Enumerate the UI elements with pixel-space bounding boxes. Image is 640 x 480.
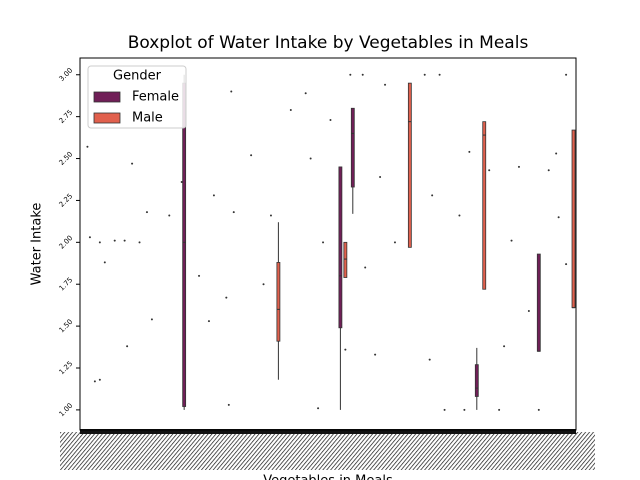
box — [343, 241, 348, 278]
outlier-point — [428, 358, 431, 361]
outlier-point — [557, 216, 560, 219]
box — [276, 262, 281, 342]
outlier-point — [198, 274, 201, 277]
outlier-point — [384, 83, 387, 86]
outlier-point — [498, 408, 501, 411]
outlier-point — [349, 73, 352, 76]
outlier-point — [168, 214, 171, 217]
outlier-point — [230, 90, 233, 93]
legend-swatch — [93, 112, 121, 124]
outlier-point — [458, 214, 461, 217]
outlier-point — [344, 348, 347, 351]
outlier-point — [374, 353, 377, 356]
outlier-point — [269, 214, 272, 217]
outlier-point — [361, 73, 364, 76]
legend-label: Male — [132, 111, 163, 126]
outlier-point — [463, 408, 466, 411]
outlier-point — [517, 165, 520, 168]
outlier-point — [322, 241, 325, 244]
outlier-point — [537, 408, 540, 411]
outlier-point — [103, 261, 106, 264]
legend-title: Gender — [113, 69, 162, 84]
box — [571, 129, 576, 309]
outlier-point — [510, 239, 513, 242]
outlier-point — [431, 194, 434, 197]
outlier-point — [364, 266, 367, 269]
outlier-point — [212, 194, 215, 197]
outlier-point — [503, 345, 506, 348]
outlier-point — [423, 73, 426, 76]
outlier-point — [145, 211, 148, 214]
outlier-point — [250, 154, 253, 157]
outlier-point — [262, 283, 265, 286]
outlier-point — [555, 152, 558, 155]
outlier-point — [304, 92, 307, 95]
outlier-point — [317, 407, 320, 410]
outlier-point — [468, 150, 471, 153]
y-axis-label: Water Intake — [30, 203, 45, 286]
outlier-point — [123, 239, 126, 242]
outlier-point — [393, 241, 396, 244]
outlier-point — [379, 175, 382, 178]
outlier-point — [180, 181, 183, 183]
outlier-point — [438, 73, 441, 76]
box — [338, 166, 343, 329]
outlier-point — [88, 236, 91, 239]
outlier-point — [93, 380, 96, 383]
legend-box — [87, 65, 187, 129]
box — [474, 364, 479, 397]
outlier-point — [98, 241, 101, 244]
outlier-point — [527, 310, 530, 313]
legend-label: Female — [132, 90, 179, 105]
outlier-point — [227, 403, 230, 406]
outlier-point — [86, 145, 89, 148]
x-tick-labels — [60, 432, 595, 470]
outlier-point — [488, 169, 491, 172]
outlier-point — [225, 296, 228, 299]
x-axis-label: Vegetables in Meals — [263, 474, 393, 480]
outlier-point — [150, 318, 153, 321]
outlier-point — [138, 241, 141, 244]
outlier-point — [565, 73, 568, 76]
outlier-point — [329, 119, 332, 121]
box — [536, 253, 541, 352]
outlier-point — [98, 378, 101, 381]
outlier-point — [207, 320, 210, 323]
outlier-point — [289, 108, 292, 111]
outlier-point — [126, 345, 129, 348]
outlier-point — [232, 211, 235, 214]
outlier-point — [443, 408, 446, 411]
legend-swatch — [93, 91, 121, 103]
outlier-point — [565, 263, 568, 266]
outlier-point — [131, 162, 134, 165]
outlier-point — [113, 239, 116, 242]
outlier-point — [547, 169, 550, 172]
box — [350, 107, 355, 188]
box — [407, 82, 412, 248]
box — [182, 82, 187, 407]
x-tick-marks — [80, 429, 576, 434]
box — [482, 121, 487, 290]
chart-title: Boxplot of Water Intake by Vegetables in… — [128, 33, 529, 53]
plot-frame — [79, 57, 577, 431]
outlier-point — [309, 157, 312, 160]
